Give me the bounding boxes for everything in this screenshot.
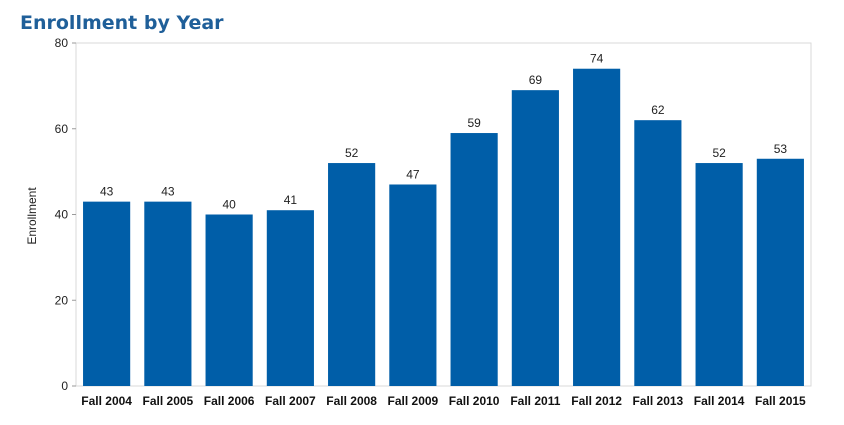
x-tick-label: Fall 2014 [694, 394, 745, 408]
bar-value-label: 52 [345, 146, 359, 160]
x-tick-label: Fall 2008 [326, 394, 377, 408]
bar-value-label: 74 [590, 52, 604, 66]
y-axis: 0 20 40 60 80 [55, 36, 76, 393]
y-tick-label: 80 [55, 36, 69, 50]
y-tick-label: 60 [55, 122, 69, 136]
bar[interactable] [328, 163, 376, 386]
x-tick-label: Fall 2009 [388, 394, 439, 408]
bar[interactable] [83, 201, 131, 386]
bar-value-label: 62 [651, 103, 665, 117]
bar[interactable] [266, 210, 314, 386]
bar[interactable] [511, 90, 559, 386]
bar[interactable] [634, 120, 682, 387]
bar-value-label: 43 [161, 185, 175, 199]
x-axis: Fall 2004 Fall 2005 Fall 2006 Fall 2007 Fall… [81, 394, 806, 408]
bar-value-label: 52 [712, 146, 726, 160]
bar-value-label: 40 [222, 198, 236, 212]
bar-value-label: 59 [467, 116, 481, 130]
x-tick-label: Fall 2004 [81, 394, 132, 408]
x-tick-label: Fall 2007 [265, 394, 316, 408]
y-tick-label: 40 [55, 208, 69, 222]
chart-title: Enrollment by Year [20, 12, 224, 34]
x-tick-label: Fall 2012 [571, 394, 622, 408]
bar-value-label: 41 [284, 193, 298, 207]
y-axis-label: Enrollment [25, 187, 39, 245]
bar-value-label: 53 [774, 142, 788, 156]
x-tick-label: Fall 2011 [510, 394, 560, 408]
y-tick-label: 20 [55, 293, 69, 307]
bar-value-label: 69 [529, 73, 543, 87]
bar[interactable] [389, 184, 437, 386]
bar[interactable] [205, 214, 253, 387]
x-tick-label: Fall 2010 [449, 394, 500, 408]
bar-value-label: 47 [406, 167, 420, 181]
plot-frame [75, 42, 812, 387]
bar[interactable] [756, 158, 804, 386]
x-tick-label: Fall 2015 [755, 394, 806, 408]
value-labels: 43 43 40 41 52 47 59 69 74 62 52 53 [100, 52, 787, 212]
y-tick-label: 0 [61, 379, 68, 393]
bars-group [83, 68, 804, 387]
x-tick-label: Fall 2013 [633, 394, 684, 408]
bar-value-label: 43 [100, 185, 114, 199]
bar[interactable] [144, 201, 192, 386]
bar[interactable] [695, 163, 743, 386]
bar[interactable] [573, 68, 621, 386]
x-tick-label: Fall 2006 [204, 394, 255, 408]
bar[interactable] [450, 133, 498, 386]
x-tick-label: Fall 2005 [143, 394, 194, 408]
